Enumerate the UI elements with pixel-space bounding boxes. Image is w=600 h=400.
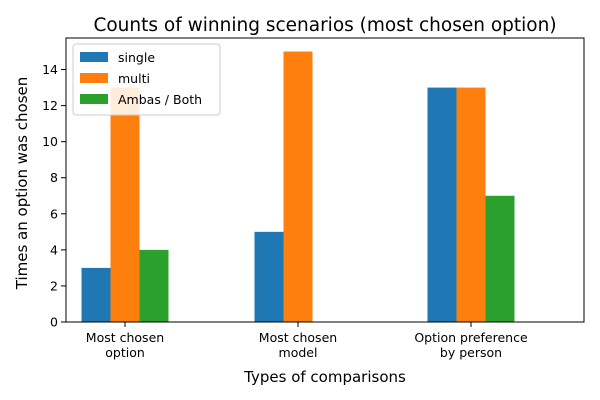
legend-swatch [80,52,108,62]
bar-single-1 [81,267,111,322]
y-tick-label: 8 [50,170,58,185]
legend-swatch [80,73,108,83]
y-tick-label: 2 [50,278,58,293]
x-tick-label: Most chosen [259,330,337,345]
legend: single multi Ambas / Both [72,43,221,116]
legend-label: single [118,50,155,65]
x-tick-label: model [279,345,318,360]
bar-ambas-both-1 [139,249,169,322]
legend-frame [72,43,221,116]
y-tick-label: 12 [42,98,58,113]
x-tick-label: Most chosen [86,330,164,345]
y-axis-label: Times an option was chosen [13,77,31,290]
bar-single-2 [254,231,284,322]
y-tick-label: 14 [42,62,58,77]
bars-group [81,51,515,323]
bar-single-3 [427,87,457,322]
bar-multi-3 [456,87,486,322]
legend-label: multi [118,71,150,86]
chart-title: Counts of winning scenarios (most chosen… [93,15,556,36]
x-tick-label: option [105,345,145,360]
y-tick-label: 10 [42,134,58,149]
bar-ambas-both-3 [485,195,515,322]
x-axis-label: Types of comparisons [243,368,406,386]
y-tick-label: 4 [50,242,58,257]
legend-label: Ambas / Both [118,92,202,107]
y-tick-label: 0 [50,315,58,330]
x-tick-label: by person [440,345,502,360]
bar-multi-2 [283,51,313,323]
x-tick-label: Option preference [414,330,528,345]
legend-swatch [80,94,108,104]
y-axis: 0 2 4 6 8 10 12 14 [42,62,66,330]
y-tick-label: 6 [50,206,58,221]
plot-frame [65,37,585,323]
bar-multi-1 [110,87,140,322]
